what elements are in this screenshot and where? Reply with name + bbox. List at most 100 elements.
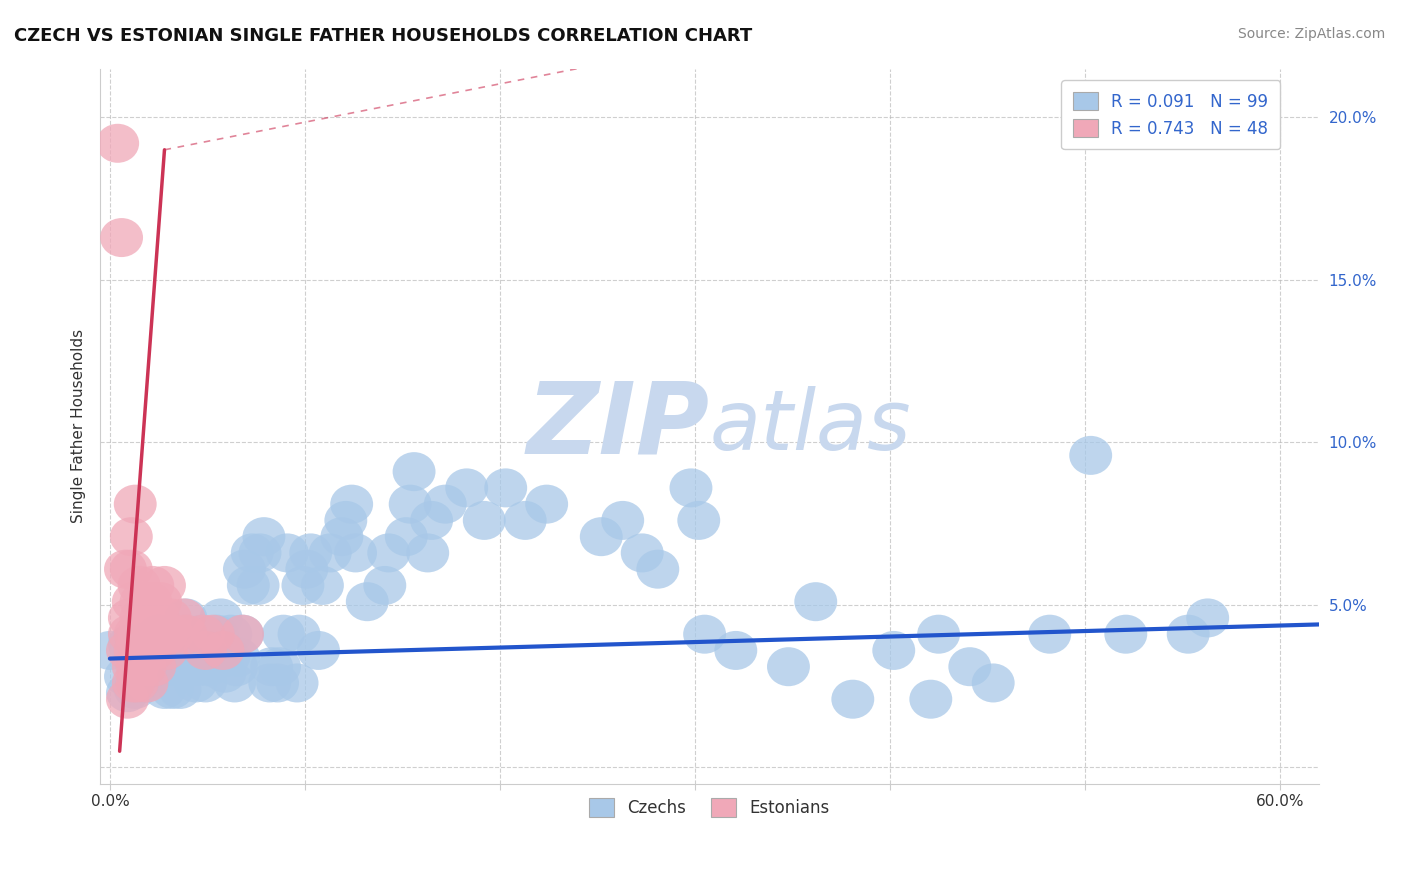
Ellipse shape — [160, 648, 204, 686]
Ellipse shape — [114, 484, 156, 524]
Ellipse shape — [159, 670, 201, 709]
Ellipse shape — [121, 615, 165, 654]
Ellipse shape — [503, 501, 547, 540]
Ellipse shape — [145, 631, 188, 670]
Ellipse shape — [96, 124, 139, 163]
Ellipse shape — [150, 670, 194, 709]
Ellipse shape — [110, 517, 153, 557]
Ellipse shape — [277, 615, 321, 654]
Ellipse shape — [215, 648, 259, 686]
Ellipse shape — [209, 615, 252, 654]
Ellipse shape — [256, 664, 299, 703]
Ellipse shape — [301, 566, 344, 605]
Ellipse shape — [236, 566, 280, 605]
Ellipse shape — [108, 624, 150, 664]
Ellipse shape — [1167, 615, 1209, 654]
Ellipse shape — [148, 638, 190, 676]
Ellipse shape — [201, 631, 245, 670]
Ellipse shape — [165, 615, 207, 654]
Ellipse shape — [112, 664, 155, 703]
Ellipse shape — [602, 501, 644, 540]
Ellipse shape — [105, 680, 149, 719]
Ellipse shape — [120, 599, 163, 638]
Ellipse shape — [217, 638, 260, 676]
Ellipse shape — [114, 615, 156, 654]
Ellipse shape — [165, 599, 207, 638]
Ellipse shape — [221, 615, 264, 654]
Ellipse shape — [831, 680, 875, 719]
Ellipse shape — [392, 452, 436, 491]
Ellipse shape — [949, 648, 991, 686]
Ellipse shape — [346, 582, 388, 621]
Ellipse shape — [114, 670, 156, 709]
Ellipse shape — [125, 664, 169, 703]
Ellipse shape — [114, 631, 156, 670]
Ellipse shape — [259, 648, 301, 686]
Ellipse shape — [972, 664, 1015, 703]
Ellipse shape — [110, 549, 153, 589]
Ellipse shape — [249, 664, 291, 703]
Ellipse shape — [169, 648, 211, 686]
Ellipse shape — [446, 468, 488, 508]
Ellipse shape — [385, 517, 427, 557]
Ellipse shape — [330, 484, 373, 524]
Ellipse shape — [104, 549, 148, 589]
Ellipse shape — [149, 599, 191, 638]
Ellipse shape — [239, 533, 281, 573]
Ellipse shape — [128, 621, 170, 660]
Ellipse shape — [406, 533, 449, 573]
Ellipse shape — [1069, 436, 1112, 475]
Ellipse shape — [120, 582, 163, 621]
Ellipse shape — [621, 533, 664, 573]
Ellipse shape — [121, 631, 165, 670]
Ellipse shape — [683, 615, 725, 654]
Ellipse shape — [250, 648, 294, 686]
Ellipse shape — [180, 615, 224, 654]
Ellipse shape — [388, 484, 432, 524]
Ellipse shape — [118, 615, 160, 654]
Ellipse shape — [149, 615, 191, 654]
Ellipse shape — [145, 615, 188, 654]
Ellipse shape — [321, 517, 363, 557]
Ellipse shape — [195, 615, 239, 654]
Ellipse shape — [794, 582, 837, 621]
Ellipse shape — [135, 638, 179, 676]
Ellipse shape — [191, 615, 235, 654]
Ellipse shape — [100, 218, 143, 257]
Ellipse shape — [207, 638, 250, 676]
Ellipse shape — [138, 615, 180, 654]
Ellipse shape — [125, 615, 169, 654]
Ellipse shape — [104, 657, 148, 696]
Ellipse shape — [463, 501, 506, 540]
Ellipse shape — [143, 648, 186, 686]
Ellipse shape — [325, 501, 367, 540]
Ellipse shape — [174, 664, 217, 703]
Ellipse shape — [1028, 615, 1071, 654]
Ellipse shape — [129, 582, 173, 621]
Ellipse shape — [129, 599, 173, 638]
Ellipse shape — [118, 566, 160, 605]
Ellipse shape — [221, 615, 264, 654]
Ellipse shape — [363, 566, 406, 605]
Ellipse shape — [281, 566, 325, 605]
Y-axis label: Single Father Households: Single Father Households — [72, 329, 86, 524]
Ellipse shape — [105, 673, 149, 712]
Ellipse shape — [226, 566, 270, 605]
Ellipse shape — [200, 599, 242, 638]
Ellipse shape — [266, 533, 309, 573]
Ellipse shape — [163, 599, 205, 638]
Ellipse shape — [637, 549, 679, 589]
Ellipse shape — [242, 517, 285, 557]
Ellipse shape — [526, 484, 568, 524]
Ellipse shape — [579, 517, 623, 557]
Ellipse shape — [285, 549, 328, 589]
Ellipse shape — [1104, 615, 1147, 654]
Ellipse shape — [367, 533, 411, 573]
Ellipse shape — [139, 582, 181, 621]
Ellipse shape — [108, 599, 150, 638]
Ellipse shape — [188, 648, 231, 686]
Ellipse shape — [134, 648, 176, 686]
Text: CZECH VS ESTONIAN SINGLE FATHER HOUSEHOLDS CORRELATION CHART: CZECH VS ESTONIAN SINGLE FATHER HOUSEHOL… — [14, 27, 752, 45]
Ellipse shape — [131, 615, 174, 654]
Ellipse shape — [1187, 599, 1229, 638]
